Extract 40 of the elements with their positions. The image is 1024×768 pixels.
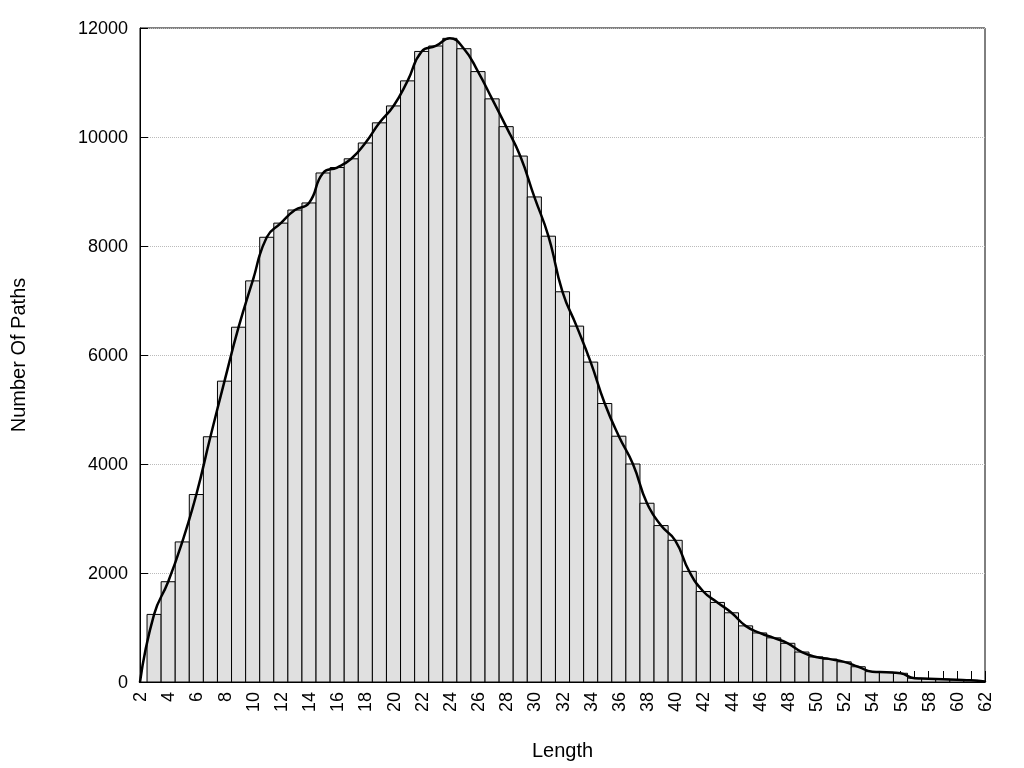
x-tick-label: 14 (299, 692, 319, 713)
x-tick-label: 28 (496, 692, 517, 713)
x-tick-label: 42 (693, 692, 714, 713)
x-tick-label: 26 (468, 692, 488, 713)
x-axis-title: Length (531, 739, 594, 761)
x-tick-label: 32 (552, 692, 573, 713)
y-tick-label: 6000 (87, 345, 128, 365)
x-tick-label: 10 (242, 692, 263, 713)
x-tick-label: 2 (130, 692, 150, 703)
x-tick-label: 62 (975, 692, 995, 713)
x-tick-label: 12 (270, 692, 291, 713)
x-tick-label: 18 (355, 692, 376, 713)
x-tick-label: 46 (749, 692, 770, 713)
x-tick-label: 50 (806, 692, 826, 713)
x-tick-label: 8 (214, 692, 235, 703)
x-tick-label: 40 (665, 692, 686, 713)
y-tick-label: 4000 (87, 454, 128, 474)
x-tick-label: 54 (862, 692, 883, 713)
x-tick-label: 16 (327, 692, 348, 713)
y-tick-label: 0 (117, 672, 128, 692)
y-tick-label: 12000 (77, 18, 128, 38)
x-tick-label: 60 (946, 692, 967, 713)
y-tick-label: 10000 (77, 127, 128, 147)
x-tick-label: 20 (383, 692, 404, 713)
y-axis-title: Number Of Paths (7, 277, 29, 433)
x-tick-label: 36 (608, 692, 629, 713)
x-tick-label: 22 (411, 692, 432, 713)
x-tick-label: 24 (439, 692, 460, 713)
x-tick-label: 30 (524, 692, 545, 713)
x-tick-label: 48 (777, 692, 798, 713)
x-tick-label: 52 (834, 692, 855, 713)
y-tick-label: 8000 (87, 236, 128, 256)
x-tick-label: 6 (186, 692, 207, 703)
x-tick-label: 44 (721, 692, 742, 713)
x-tick-label: 34 (580, 692, 601, 713)
x-tick-label: 4 (158, 692, 179, 703)
x-tick-label: 38 (637, 692, 657, 713)
x-tick-label: 56 (890, 692, 911, 713)
x-tick-label: 58 (918, 692, 939, 713)
y-tick-label: 2000 (87, 563, 128, 583)
